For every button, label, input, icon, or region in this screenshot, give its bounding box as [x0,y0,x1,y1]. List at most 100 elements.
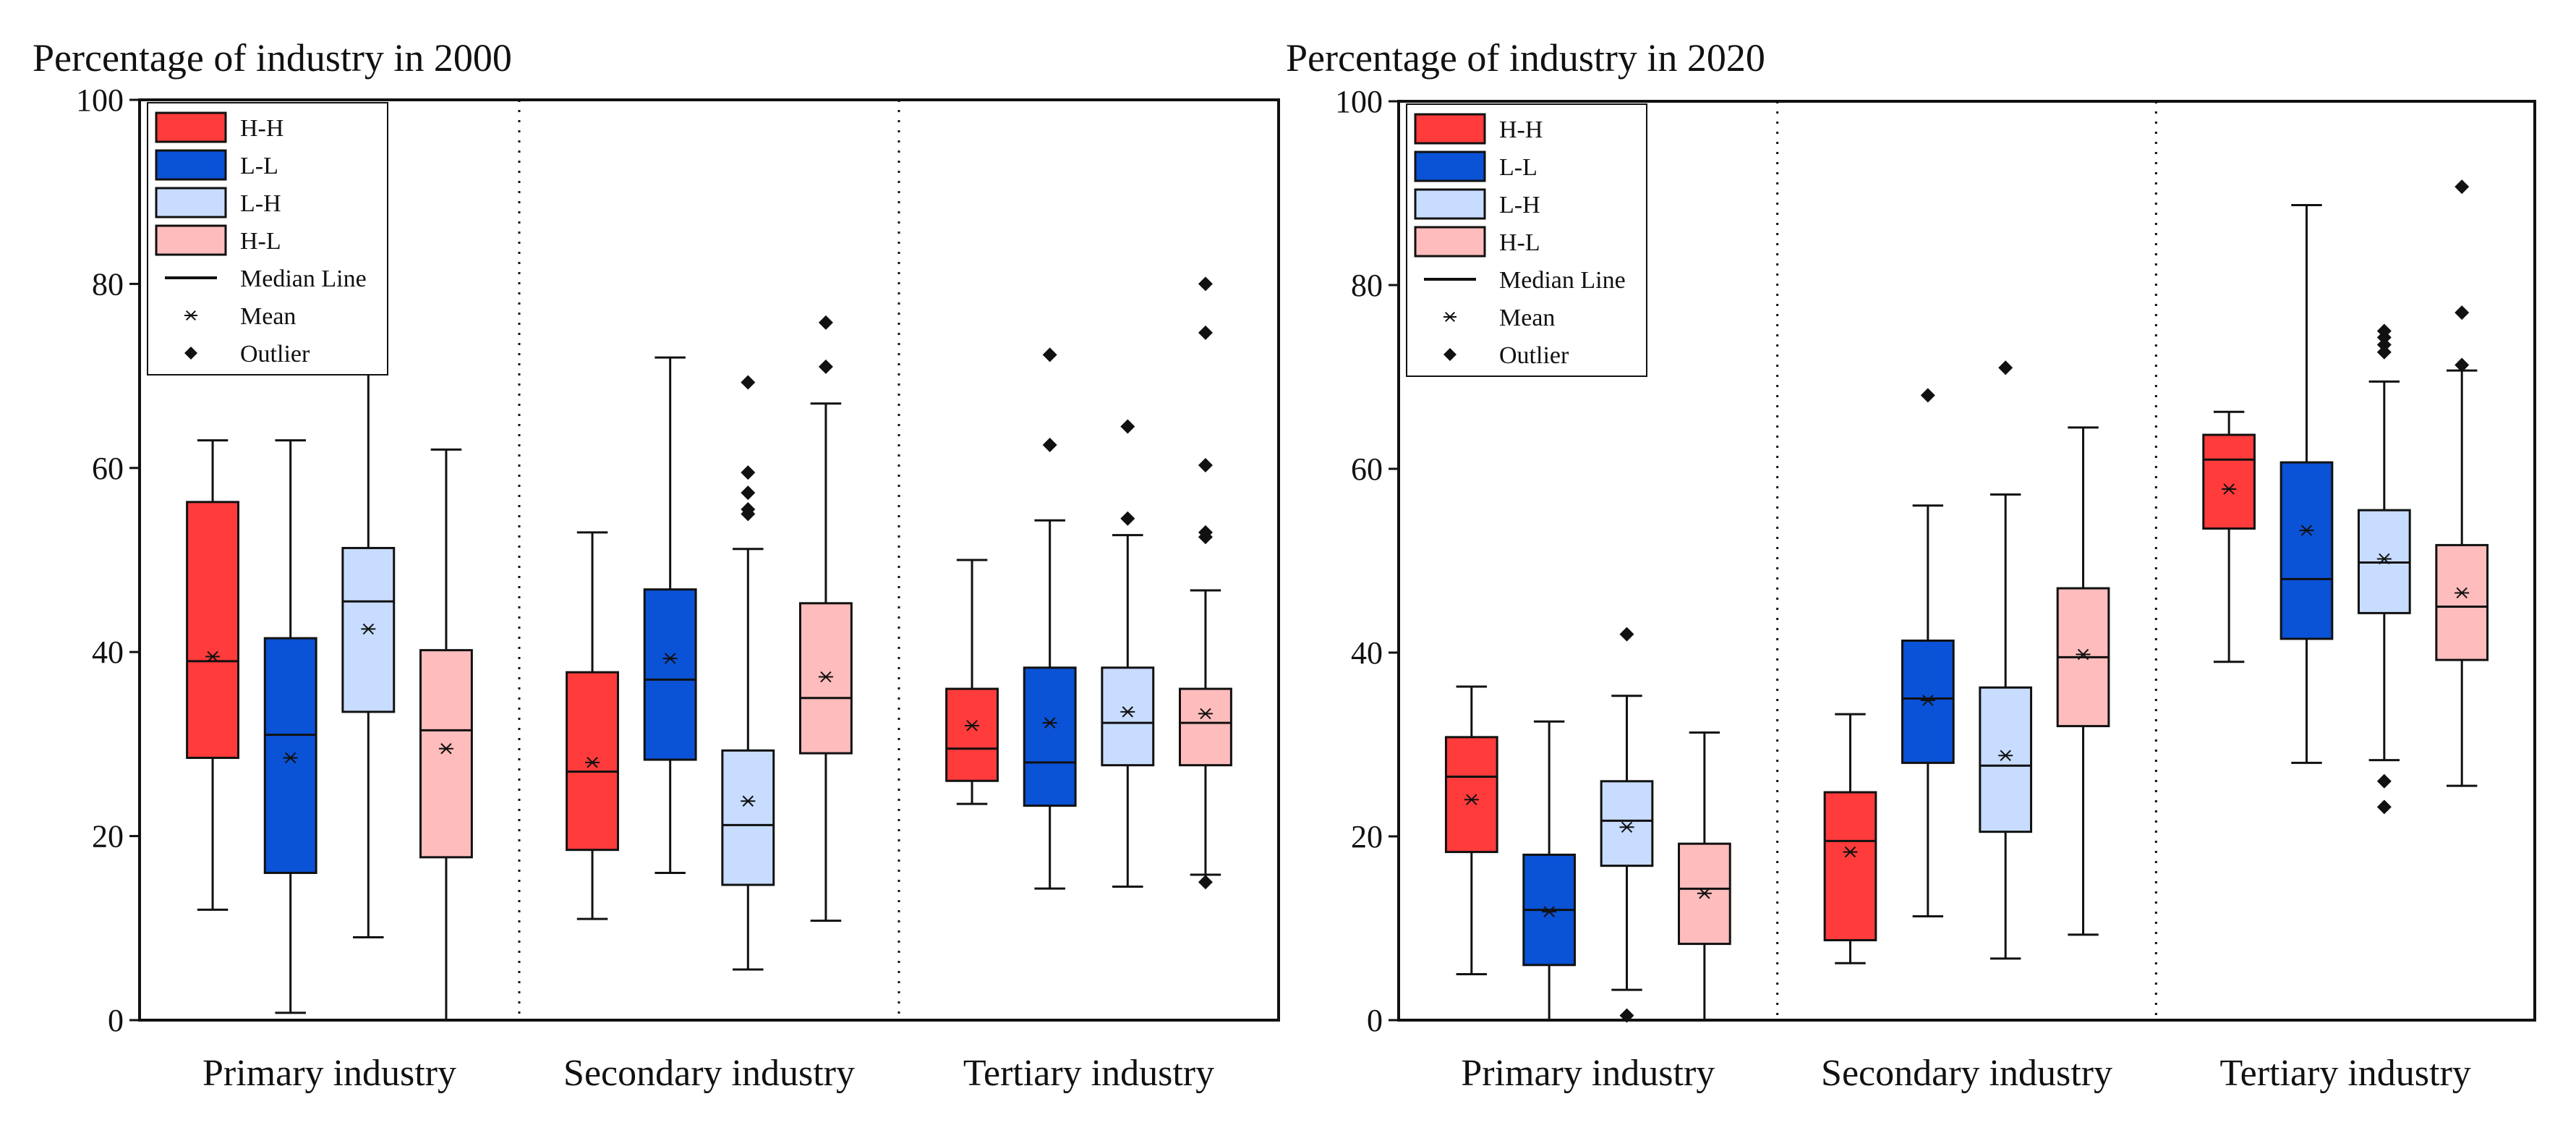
legend: H-H L-L L-H H-L Median Line Mean Outlier [147,102,388,375]
box-H-L-tertiary-industry [1179,276,1232,890]
box-L-H-secondary-industry [1979,360,2033,960]
y-tick-label: 80 [92,266,124,302]
outlier-point [741,465,756,480]
chart-panel-1: Percentage of industry in 2000 0 20 40 60 80 1… [33,36,1280,1094]
outlier-point [1042,438,1057,452]
box-body [1979,686,2033,833]
mean-marker-d2 [966,720,978,731]
y-tick-label: 60 [92,451,124,486]
box-H-H-secondary-industry [566,531,619,920]
mean-marker-d2 [362,623,375,635]
box-body [1023,666,1077,807]
mean-marker [2076,648,2091,661]
legend-label: L-L [240,153,278,179]
legend: H-H L-L L-H H-L Median Line Mean Outlier [1406,103,1647,377]
box-body [1101,666,1155,767]
mean-marker-d2 [2379,553,2390,565]
mean-marker [741,795,756,807]
legend-swatch [155,187,227,218]
mean-marker-d2 [207,650,218,663]
outlier-point [2376,337,2392,352]
mean-marker [2299,525,2314,536]
box-H-L-tertiary-industry [2435,179,2489,787]
outlier-point [2455,179,2470,195]
outlier-point [1042,347,1057,362]
plot-frame [1397,100,2536,1022]
mean-marker-d2 [742,795,754,807]
box-body [643,588,697,761]
outlier-point [1619,1008,1634,1023]
mean-marker-d2 [664,653,676,664]
legend-label: H-H [240,115,283,142]
box-body [2202,433,2256,530]
box-body [721,749,775,886]
outlier-point [2376,344,2392,360]
y-tick-label: 40 [92,635,124,670]
legend-mean-symbol [1443,311,1457,323]
category-label: Secondary industry [1821,1053,2112,1094]
y-tick-label: 0 [108,1003,124,1038]
outlier-point [818,315,833,330]
y-tick-label: 0 [1367,1003,1383,1038]
mean-marker-d2 [2077,648,2089,661]
outlier-point [1998,360,2013,375]
legend-swatch [155,149,227,181]
box-body [1823,791,1877,942]
box-L-H-tertiary-industry [2357,323,2411,815]
mean-marker [1920,695,1935,706]
outlier-point [1198,875,1213,890]
box-body [1901,639,1955,764]
box-L-L-tertiary-industry [2279,204,2334,764]
legend-mean-symbol-d2 [1444,311,1456,323]
mean-marker-d2 [1122,706,1134,718]
mean-marker [1998,750,2013,761]
outlier-point [1120,511,1135,526]
outlier-point [741,485,756,501]
outlier-point [818,359,833,374]
box-H-L-secondary-industry [2056,426,2110,936]
legend-label: H-L [1499,229,1540,256]
outlier-point [2376,773,2392,789]
mean-marker-d2 [1200,708,1211,720]
mean-marker-d2 [440,743,452,755]
box-body [263,637,317,874]
outlier-point [741,502,756,517]
legend-outlier-label: Outlier [1499,342,1569,369]
mean-marker [1464,794,1479,805]
legend-swatch [155,224,227,256]
mean-marker [438,743,453,755]
chart-title: Percentage of industry in 2020 [1286,36,1765,80]
legend-label: L-L [1499,154,1538,181]
legend-label: H-H [1499,116,1543,143]
y-tick-label: 80 [1351,268,1383,303]
legend-outlier-symbol [184,347,197,360]
mean-marker-d2 [1621,821,1633,833]
mean-marker-d2 [1044,717,1056,729]
outlier-point [2376,799,2392,815]
legend-swatch [155,111,227,143]
mean-marker [1120,706,1135,718]
box-L-L-secondary-industry [1901,388,1955,917]
mean-marker [1542,906,1557,917]
mean-marker [1042,717,1057,729]
mean-marker [965,720,980,731]
box-H-L-primary-industry [1678,731,1731,1022]
legend-outlier-symbol [1443,348,1457,361]
y-tick-label: 60 [1351,451,1383,487]
box-body [1179,687,1232,767]
legend-label: H-L [240,228,281,255]
legend-mean-label: Mean [1499,305,1555,331]
legend-median-label: Median Line [1499,267,1626,294]
outlier-point [1198,276,1213,292]
box-H-L-secondary-industry [799,315,853,922]
box-L-H-primary-industry [341,370,396,939]
legend-mean-symbol [184,310,197,321]
outlier-point [2455,357,2470,373]
mean-marker-d2 [1543,906,1555,917]
box-H-H-secondary-industry [1823,713,1877,964]
box-body [945,687,999,782]
mean-marker-d2 [1844,846,1856,858]
legend-swatch [1414,226,1486,258]
legend-swatch [1414,113,1486,145]
legend-outlier-label: Outlier [240,341,310,368]
